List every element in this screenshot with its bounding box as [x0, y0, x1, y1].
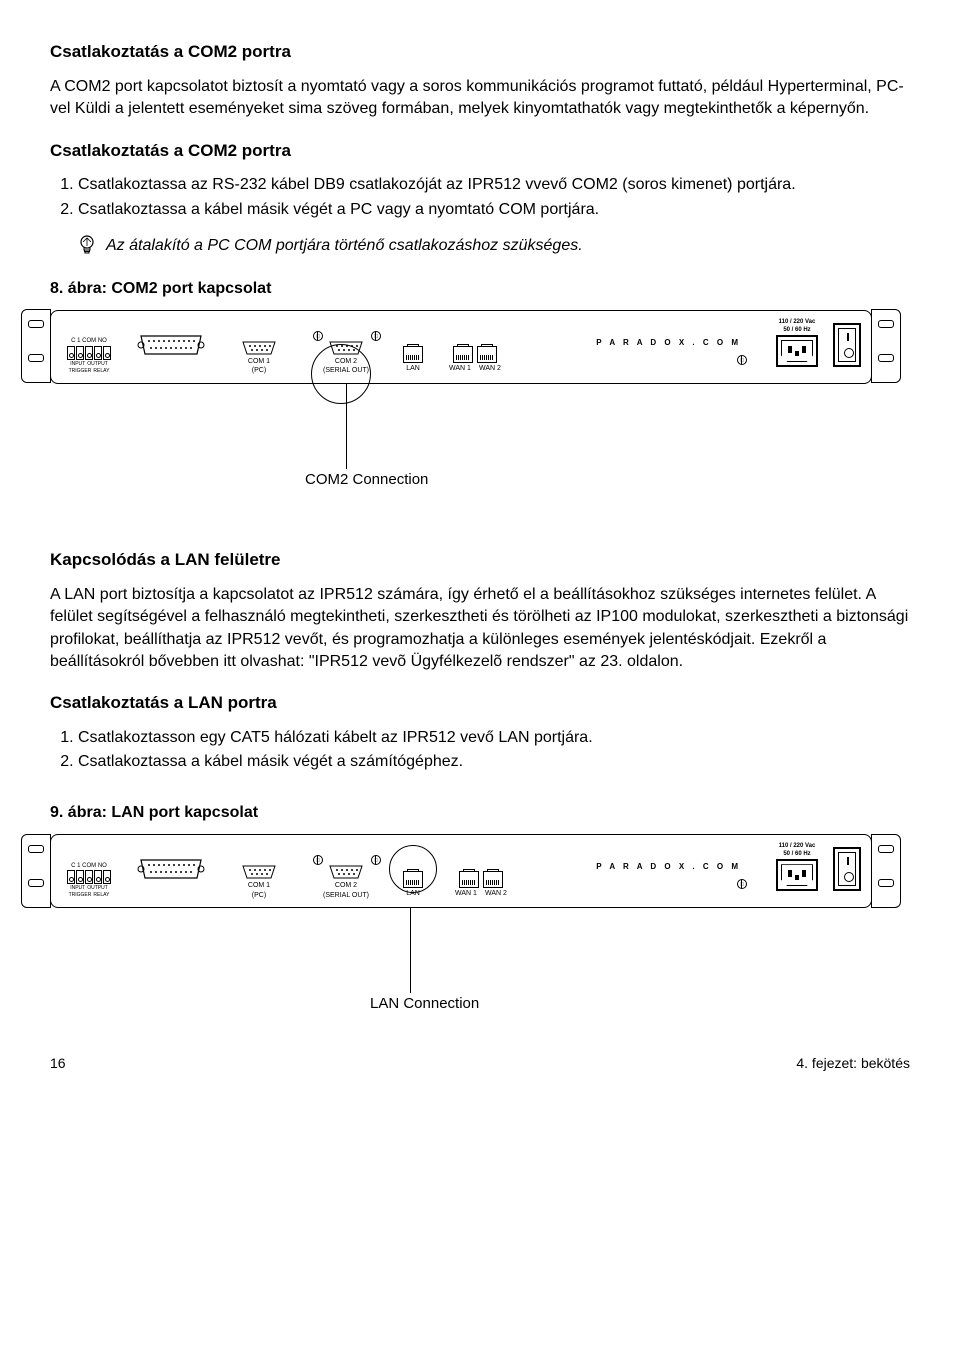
- brand-label: P A R A D O X . C O M: [596, 337, 741, 348]
- fig9-callout: LAN Connection: [370, 993, 910, 1014]
- section2-steps: Csatlakoztasson egy CAT5 hálózati kábelt…: [50, 727, 910, 774]
- fig8-caption: 8. ábra: COM2 port kapcsolat: [50, 278, 910, 300]
- wan-ports: WAN 1 WAN 2: [445, 346, 505, 373]
- lan-port: LAN: [399, 346, 427, 373]
- section2-step1: Csatlakoztasson egy CAT5 hálózati kábelt…: [78, 727, 910, 749]
- com2-port: COM 2 (SERIAL OUT): [311, 864, 381, 899]
- section2-intro: A LAN port biztosítja a kapcsolatot az I…: [50, 584, 910, 674]
- terminal-block: C 1 COM NO INPUT OUTPUT TRIGGER RELAY: [65, 861, 113, 900]
- db25-port: [137, 858, 205, 887]
- fig8-callout: COM2 Connection: [305, 469, 910, 490]
- page-number: 16: [50, 1054, 66, 1074]
- device-panel-fig9: C 1 COM NO INPUT OUTPUT TRIGGER RELAY: [50, 834, 910, 1014]
- section1-intro: A COM2 port kapcsolatot biztosít a nyomt…: [50, 76, 910, 121]
- section1-steps: Csatlakoztassa az RS-232 kábel DB9 csatl…: [50, 174, 910, 221]
- psu: 110 / 220 Vac 50 / 60 Hz: [771, 843, 823, 891]
- section2-step2: Csatlakoztassa a kábel másik végét a szá…: [78, 751, 910, 773]
- section1-step2: Csatlakoztassa a kábel másik végét a PC …: [78, 199, 910, 221]
- brand-label: P A R A D O X . C O M: [596, 861, 741, 872]
- terminal-block: C 1 COM NO INPUT OUTPUT TRIGGER RELAY: [65, 336, 113, 375]
- com2-port: COM 2 (SERIAL OUT): [311, 340, 381, 375]
- com1-port: COM 1 (PC): [229, 340, 289, 375]
- section1-note: Az átalakító a PC COM portjára történő c…: [78, 235, 910, 257]
- section1-subheading: Csatlakoztatás a COM2 portra: [50, 139, 910, 163]
- section1-note-text: Az átalakító a PC COM portjára történő c…: [106, 235, 583, 257]
- power-switch: [833, 847, 861, 891]
- lan-port-circled: LAN: [393, 871, 433, 898]
- page-footer: 16 4. fejezet: bekötés: [50, 1054, 910, 1074]
- db25-port: [137, 334, 205, 363]
- device-panel-fig8: C 1 COM NO INPUT OUTPUT TRIGGER RELAY: [50, 310, 910, 490]
- term-top-label: C 1 COM NO: [71, 338, 107, 345]
- com1-port: COM 1 (PC): [229, 864, 289, 899]
- psu: 110 / 220 Vac 50 / 60 Hz: [771, 319, 823, 367]
- chapter-label: 4. fejezet: bekötés: [796, 1054, 910, 1074]
- section1-heading: Csatlakoztatás a COM2 portra: [50, 40, 910, 64]
- power-switch: [833, 323, 861, 367]
- wan-ports: WAN 1 WAN 2: [451, 871, 511, 898]
- section2-heading: Kapcsolódás a LAN felületre: [50, 548, 910, 572]
- section2-subheading: Csatlakoztatás a LAN portra: [50, 691, 910, 715]
- section1-step1: Csatlakoztassa az RS-232 kábel DB9 csatl…: [78, 174, 910, 196]
- lightbulb-icon: [78, 235, 96, 257]
- fig9-caption: 9. ábra: LAN port kapcsolat: [50, 802, 910, 824]
